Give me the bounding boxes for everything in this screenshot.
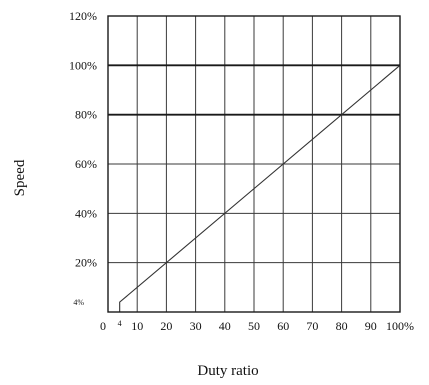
- x-tick-label: 40: [219, 319, 231, 333]
- x-tick-label: 4: [118, 319, 122, 328]
- x-axis-title: Duty ratio: [197, 363, 258, 379]
- x-tick-label: 0: [100, 319, 106, 333]
- y-tick-label: 80%: [75, 108, 97, 122]
- x-tick-label: 10: [131, 319, 143, 333]
- series-layer: [119, 64, 401, 312]
- series-line: [119, 64, 401, 312]
- x-tick-label: 30: [190, 319, 202, 333]
- x-tick-labels: 0 4 10 20 30 40 50 60 70 80 90 100%: [100, 319, 414, 333]
- y-tick-label: 100%: [69, 58, 97, 72]
- x-tick-label: 90: [365, 319, 377, 333]
- x-tick-label: 70: [306, 319, 318, 333]
- y-axis-title: Speed: [12, 159, 28, 196]
- y-tick-label: 60%: [75, 157, 97, 171]
- x-tick-label: 20: [160, 319, 172, 333]
- y-tick-label: 4%: [73, 298, 84, 307]
- y-tick-label: 20%: [75, 256, 97, 270]
- x-tick-label: 60: [277, 319, 289, 333]
- plot-frame: [107, 15, 401, 313]
- y-tick-label: 40%: [75, 206, 97, 220]
- y-tick-label: 120%: [69, 9, 97, 23]
- x-tick-label: 80: [336, 319, 348, 333]
- x-tick-label: 100%: [386, 319, 414, 333]
- x-tick-label: 50: [248, 319, 260, 333]
- grid: [108, 16, 400, 312]
- y-tick-labels: 4% 20% 40% 60% 80% 100% 120%: [69, 9, 97, 307]
